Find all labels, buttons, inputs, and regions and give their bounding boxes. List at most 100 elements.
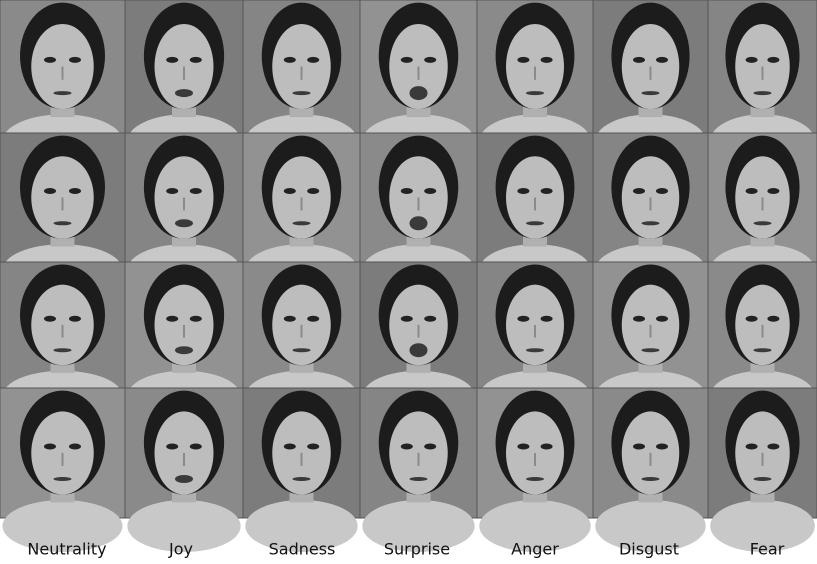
mouth (410, 216, 428, 230)
eye (767, 316, 779, 322)
mouth (642, 348, 660, 352)
mouth (175, 475, 193, 483)
face-photo (125, 388, 243, 552)
eye (746, 188, 758, 194)
eye (307, 444, 319, 450)
face-photo (477, 388, 593, 552)
eye (190, 57, 202, 63)
eye (69, 57, 81, 63)
mouth (54, 91, 72, 95)
eye (517, 57, 529, 63)
mouth (754, 477, 772, 481)
eye (190, 444, 202, 450)
mouth (293, 221, 311, 225)
mouth (293, 348, 311, 352)
mouth (175, 219, 193, 227)
eye (284, 188, 296, 194)
eye (307, 188, 319, 194)
eye (166, 316, 178, 322)
eye (541, 444, 553, 450)
mouth (526, 348, 544, 352)
eye (401, 188, 413, 194)
mouth (293, 477, 311, 481)
eye (166, 444, 178, 450)
eye (767, 57, 779, 63)
face-photo (593, 388, 708, 552)
eye (166, 188, 178, 194)
eye (44, 316, 56, 322)
eye (401, 444, 413, 450)
face-photo (0, 388, 125, 552)
mouth (54, 477, 72, 481)
page: Neutrality Joy Sadness Surprise Anger Disgust… (0, 0, 817, 564)
expression-label: Fear (750, 540, 785, 559)
figure: Neutrality Joy Sadness Surprise Anger Disgust… (0, 0, 817, 564)
expression-label: Joy (168, 540, 193, 559)
eye (767, 188, 779, 194)
mouth (642, 221, 660, 225)
eye (69, 444, 81, 450)
eye (656, 188, 668, 194)
eye (190, 316, 202, 322)
mouth (293, 91, 311, 95)
eye (656, 57, 668, 63)
eye (746, 57, 758, 63)
eye (307, 316, 319, 322)
eye (633, 444, 645, 450)
mouth (410, 86, 428, 100)
eye (69, 316, 81, 322)
face-cells (0, 0, 817, 552)
mouth (175, 346, 193, 354)
mouth (410, 343, 428, 357)
expression-label: Anger (511, 540, 559, 559)
eye (69, 188, 81, 194)
expression-label: Disgust (619, 540, 679, 559)
expression-label: Sadness (269, 540, 336, 559)
mouth (526, 91, 544, 95)
eye (541, 316, 553, 322)
eye (424, 188, 436, 194)
mouth (754, 91, 772, 95)
mouth (54, 348, 72, 352)
face-photo (360, 388, 477, 552)
mouth (754, 221, 772, 225)
eye (284, 444, 296, 450)
eye (44, 57, 56, 63)
eye (656, 444, 668, 450)
eye (284, 57, 296, 63)
eye (517, 444, 529, 450)
mouth (526, 221, 544, 225)
expression-label: Surprise (384, 540, 450, 559)
mouth (526, 477, 544, 481)
face-photo (708, 388, 817, 552)
eye (541, 57, 553, 63)
expression-label: Neutrality (27, 540, 106, 559)
eye (633, 188, 645, 194)
eye (166, 57, 178, 63)
mouth (54, 221, 72, 225)
eye (424, 57, 436, 63)
eye (190, 188, 202, 194)
eye (44, 188, 56, 194)
eye (424, 444, 436, 450)
mouth (642, 477, 660, 481)
mouth (175, 89, 193, 97)
eye (517, 188, 529, 194)
face-photo (243, 388, 360, 552)
eye (746, 316, 758, 322)
eye (633, 57, 645, 63)
eye (424, 316, 436, 322)
eye (541, 188, 553, 194)
eye (656, 316, 668, 322)
mouth (642, 91, 660, 95)
eye (307, 57, 319, 63)
eye (746, 444, 758, 450)
eye (44, 444, 56, 450)
eye (284, 316, 296, 322)
eye (517, 316, 529, 322)
mouth (754, 348, 772, 352)
mouth (410, 477, 428, 481)
eye (401, 57, 413, 63)
eye (767, 444, 779, 450)
eye (401, 316, 413, 322)
